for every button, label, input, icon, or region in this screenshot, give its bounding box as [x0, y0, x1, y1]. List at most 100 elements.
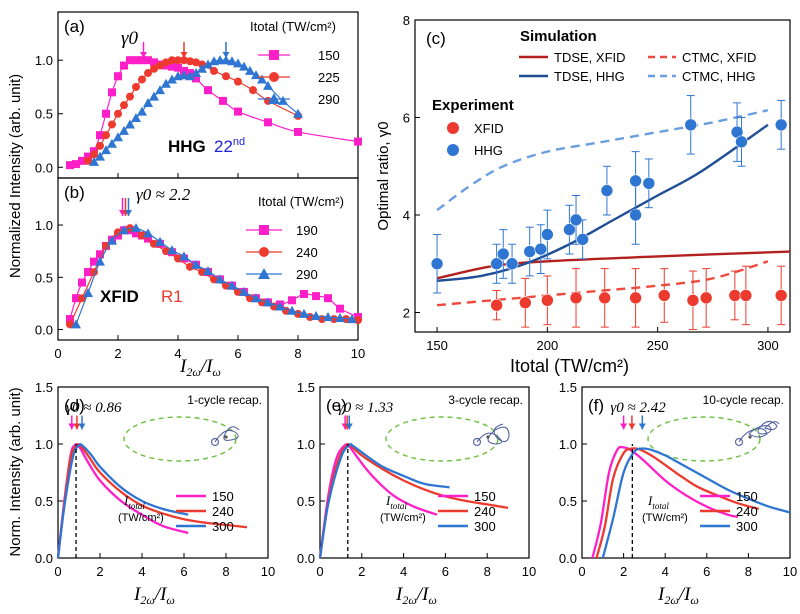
panel-e-xlabel: I2ω/Iω	[395, 584, 437, 607]
panel-c-legend-simulation-title: Simulation	[520, 28, 597, 45]
panel-c-xfid-point	[728, 289, 742, 302]
panel-a-point-225	[120, 101, 128, 110]
panel-c-ctmc-hhg-line	[436, 109, 769, 212]
panel-a-point-225	[249, 86, 257, 95]
panel-b-xlabel: I2ω/Iω	[179, 356, 221, 379]
panel-b-point-290	[335, 313, 345, 323]
panel-a-point-290	[191, 68, 201, 78]
panel-b-point-290	[215, 274, 225, 284]
panel-b-point-190	[144, 234, 152, 243]
panel-b-point-190	[90, 257, 98, 266]
panel-c-xfid-point	[490, 298, 503, 312]
panel-a-point-225	[132, 82, 140, 91]
panel-a-point-290	[179, 70, 189, 80]
panel-e-legend-unit: (TW/cm²)	[380, 512, 426, 524]
panel-d-xtick-label: 8	[222, 564, 229, 579]
panel-b-point-190	[72, 294, 80, 303]
panel-a-label: (a)	[64, 17, 85, 36]
panel-b-point-290	[107, 235, 117, 245]
panel-c-frame	[414, 19, 791, 333]
panel-a-point-290	[137, 106, 147, 116]
panel-a-point-150	[138, 56, 146, 65]
panel-c-hhg-point	[490, 257, 503, 271]
panel-c-hhg-point	[684, 118, 698, 132]
panel-c-tdse-xfid-line	[436, 250, 791, 280]
panel-c-xtick-label: 150	[426, 338, 448, 353]
panel-a-point-150	[264, 118, 272, 127]
panel-b-point-290	[119, 225, 129, 235]
panel-c-xfid-point	[629, 291, 642, 305]
panel-c-xfid-point	[657, 289, 671, 302]
panel-f-xtick-label: 8	[745, 564, 752, 579]
panel-a-point-150	[84, 152, 92, 161]
panel-b-point-240	[138, 231, 146, 240]
panel-d-legend-label-240: 240	[212, 504, 234, 519]
panel-e-curve-240	[318, 442, 509, 559]
panel-d-xlabel: I2ω/Iω	[133, 584, 175, 607]
panel-b-point-290	[155, 236, 165, 246]
panel-a-legend-marker	[268, 93, 280, 104]
panel-a-ytick-label: 1.0	[35, 53, 53, 68]
panel-c-xfid-point	[541, 294, 554, 307]
panel-b-point-290	[131, 223, 141, 233]
panel-c-hhg-point	[563, 223, 576, 236]
panel-b-point-240	[282, 306, 290, 315]
panel-b-point-190	[96, 250, 104, 259]
panel-b-point-190	[78, 278, 86, 287]
ylabel-bottom: Norm. Intensity (arb. unit)	[7, 387, 24, 556]
panel-b-point-190	[84, 268, 92, 277]
panel-b-xtick-label: 6	[234, 346, 241, 361]
panel-c-ytick-label: 2	[403, 306, 410, 321]
panel-b-legend-marker	[258, 268, 270, 279]
panel-a-gamma-label: γ0	[121, 28, 138, 49]
panel-a-point-225	[138, 75, 146, 84]
panel-e-curve-150	[318, 442, 438, 559]
panel-a-point-150	[96, 131, 104, 140]
panel-e-xtick-label: 4	[400, 564, 407, 579]
panel-a-point-150	[126, 56, 134, 65]
panel-c-ylabel: Optimal ratio, γ0	[375, 121, 392, 230]
panel-a-point-290	[293, 108, 303, 118]
panel-b-ytick-label: 0.5	[35, 270, 53, 285]
panel-b-legend-label-190: 190	[296, 223, 318, 238]
panel-f-curve-240	[595, 447, 760, 559]
panel-f-legend-label-150: 150	[736, 489, 758, 504]
panel-a-peak-arrow	[222, 52, 230, 58]
panel-a-point-150	[150, 58, 158, 67]
panel-c-hhg-point	[600, 184, 614, 197]
panel-a-hhg-text: HHG	[168, 137, 206, 156]
panel-f-xtick-label: 10	[783, 564, 797, 579]
panel-d-electron-icon	[224, 435, 228, 439]
panel-f-legend-label-300: 300	[736, 519, 758, 534]
panel-c-legend-ctmc-hhg: CTMC, HHG	[682, 69, 756, 84]
panel-b-xtick-label: 0	[54, 346, 61, 361]
panel-b-point-290	[263, 297, 273, 307]
panel-d-xtick-label: 6	[180, 564, 187, 579]
panel-b-point-240	[150, 239, 158, 248]
panel-b-point-240	[258, 298, 266, 307]
panel-a-point-290	[89, 156, 99, 166]
panel-d-curve-240	[56, 442, 248, 559]
panel-a-point-150	[354, 137, 362, 146]
panel-c-xtick-label: 200	[537, 338, 559, 353]
panel-a-point-150	[132, 56, 140, 65]
panel-a-point-150	[168, 62, 176, 71]
panel-b-point-290	[347, 314, 357, 324]
panel-b-point-290	[323, 312, 333, 322]
panel-d-xtick-label: 0	[54, 564, 61, 579]
panel-a-point-150	[192, 74, 200, 83]
panel-d-xtick-label: 4	[138, 564, 145, 579]
panel-a-point-290	[245, 65, 255, 75]
panel-b-point-290	[203, 266, 213, 276]
panel-e-frame	[319, 386, 530, 559]
panel-b-point-290	[191, 259, 201, 269]
panel-a-point-290	[155, 85, 165, 95]
panel-b-label: (b)	[64, 183, 85, 202]
panel-e-electron-icon	[486, 435, 490, 439]
panel-c-hhg-point	[642, 177, 656, 190]
panel-b-xtick-label: 2	[114, 346, 121, 361]
panel-f-label: (f)	[588, 396, 604, 415]
panel-f-legend-label-240: 240	[736, 504, 758, 519]
panel-c-legend-tdse-hhg: TDSE, HHG	[554, 69, 625, 84]
panel-c-xtick-label: 250	[647, 338, 669, 353]
